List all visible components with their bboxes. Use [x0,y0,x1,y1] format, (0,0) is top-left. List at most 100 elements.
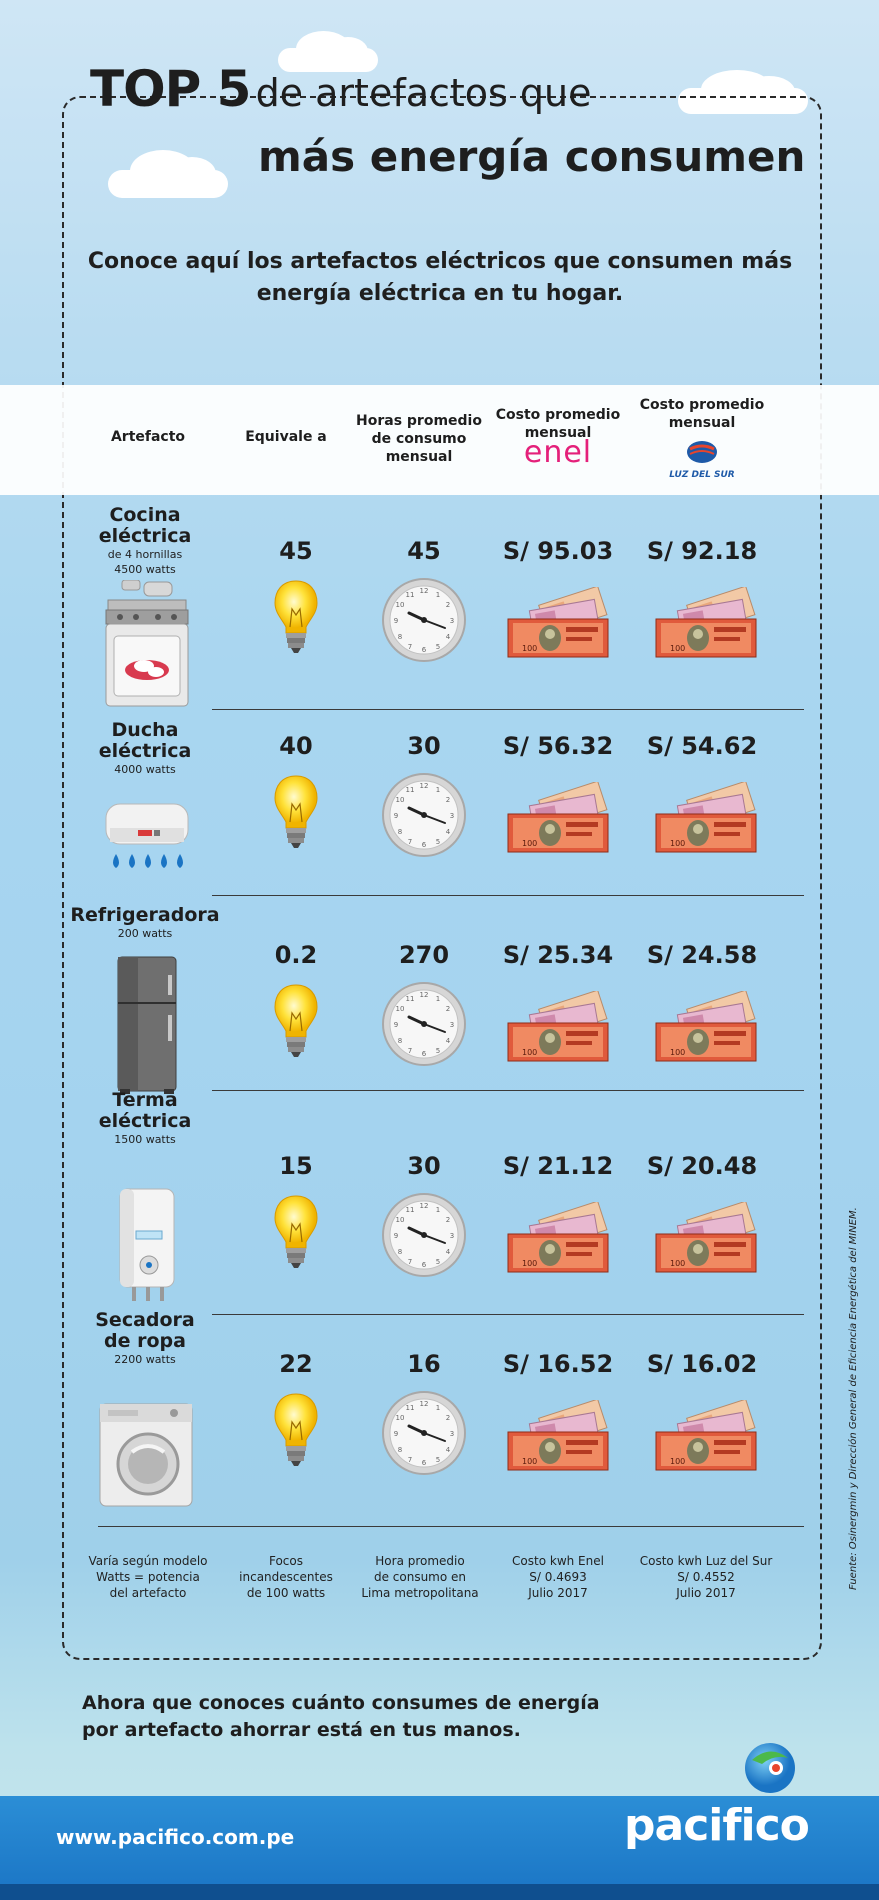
intro-line2: energía eléctrica en tu hogar. [256,281,624,306]
svg-text:3: 3 [450,1021,454,1029]
svg-text:4: 4 [446,1037,451,1045]
header-costo-enel: Costo promedio mensual enel [488,406,628,468]
header-horas: Horas promedio de consumo mensual [356,413,482,465]
svg-text:100: 100 [522,1457,537,1466]
dryer-icon [96,1400,196,1510]
svg-text:5: 5 [436,1258,440,1266]
svg-text:4: 4 [446,1248,451,1256]
clock-icon: 12 3 6 9 1 2 4 5 7 8 10 11 [381,772,467,858]
svg-text:7: 7 [408,1258,412,1266]
svg-text:100: 100 [670,1048,685,1057]
svg-text:8: 8 [398,633,402,641]
svg-text:10: 10 [396,1216,405,1224]
svg-text:100: 100 [522,1259,537,1268]
svg-text:8: 8 [398,1446,402,1454]
svg-text:100: 100 [522,644,537,653]
money-bills-icon: 100 [652,587,760,659]
svg-text:10: 10 [396,1005,405,1013]
appliance-name: Refrigeradora [70,904,220,926]
svg-text:100: 100 [522,839,537,848]
enel-logo: enel [523,435,593,470]
clock-icon: 12 3 6 9 1 2 4 5 7 8 10 11 [381,981,467,1067]
water-heater-icon [112,1185,182,1305]
cost-enel-value: S/ 25.34 [502,941,614,969]
light-bulb-icon [272,579,320,655]
appliance-label: Refrigeradora 200 watts [70,905,220,941]
svg-text:2: 2 [446,601,450,609]
row-divider [212,709,804,710]
equivale-value: 15 [279,1152,313,1180]
footer-url-link[interactable]: www.pacifico.com.pe [56,1825,295,1849]
svg-text:2: 2 [446,1216,450,1224]
title-top5: TOP 5 [90,60,251,118]
svg-text:6: 6 [422,1050,427,1058]
header-artefacto: Artefacto [110,429,186,445]
svg-text:11: 11 [406,995,415,1003]
appliance-name: Ducha [111,719,179,741]
svg-text:9: 9 [394,812,398,820]
header-costo-luz: Costo promedio mensual LUZ DEL SUR [632,396,772,480]
equivale-value: 45 [279,537,313,565]
svg-text:9: 9 [394,617,398,625]
svg-text:11: 11 [406,1404,415,1412]
header-equivale: Equivale a [245,429,327,445]
appliance-spec: 1500 watts [114,1133,176,1146]
money-bills-icon: 100 [504,1202,612,1274]
svg-text:12: 12 [420,1400,429,1408]
appliance-name: eléctrica [98,525,192,547]
money-bills-icon: 100 [652,1400,760,1472]
svg-text:1: 1 [436,591,440,599]
svg-text:4: 4 [446,828,451,836]
hours-value: 16 [407,1350,441,1378]
hours-value: 30 [407,732,441,760]
row-divider [212,895,804,896]
svg-text:6: 6 [422,646,427,654]
svg-text:12: 12 [420,587,429,595]
footnote-luz: Costo kwh Luz del Sur S/ 0.4552 Julio 20… [639,1554,773,1600]
appliance-name: Cocina [109,504,181,526]
appliance-spec: de 4 hornillas [107,548,183,561]
svg-text:8: 8 [398,1037,402,1045]
money-bills-icon: 100 [504,587,612,659]
cost-luz-value: S/ 24.58 [646,941,758,969]
svg-text:5: 5 [436,1047,440,1055]
svg-text:7: 7 [408,1456,412,1464]
svg-text:1: 1 [436,786,440,794]
svg-text:3: 3 [450,812,454,820]
row-divider [212,1090,804,1091]
light-bulb-icon [272,1392,320,1468]
svg-text:1: 1 [436,1404,440,1412]
light-bulb-icon [272,1194,320,1270]
appliance-spec: 4500 watts [114,563,176,576]
svg-text:100: 100 [670,839,685,848]
svg-text:7: 7 [408,838,412,846]
pacifico-globe-icon [744,1742,796,1794]
appliance-label: Secadora de ropa 2200 watts [70,1310,220,1367]
svg-text:5: 5 [436,1456,440,1464]
svg-text:6: 6 [422,1459,427,1467]
appliance-spec: 2200 watts [114,1353,176,1366]
cost-luz-value: S/ 16.02 [646,1350,758,1378]
svg-text:100: 100 [670,1457,685,1466]
equivale-value: 0.2 [274,941,318,969]
footnote-divider [98,1526,804,1527]
svg-text:2: 2 [446,1005,450,1013]
luz-del-sur-logo-icon [686,440,718,464]
money-bills-icon: 100 [504,782,612,854]
footnote-equivale: Focos incandescentes de 100 watts [239,1554,333,1600]
cloud-decoration [278,31,378,72]
intro-text: Conoce aquí los artefactos eléctricos qu… [60,246,820,310]
equivale-value: 22 [279,1350,313,1378]
cost-luz-value: S/ 54.62 [646,732,758,760]
svg-text:12: 12 [420,1202,429,1210]
svg-text:10: 10 [396,601,405,609]
cloud-decoration [678,69,808,114]
svg-text:3: 3 [450,617,454,625]
light-bulb-icon [272,983,320,1059]
footer-dark-strip [0,1884,879,1900]
cost-enel-value: S/ 16.52 [502,1350,614,1378]
svg-text:5: 5 [436,838,440,846]
source-note: Fuente: Osinergmin y Dirección General d… [848,1207,859,1590]
page-title: TOP 5 de artefactos que más energía cons… [90,60,810,200]
cost-luz-value: S/ 92.18 [646,537,758,565]
